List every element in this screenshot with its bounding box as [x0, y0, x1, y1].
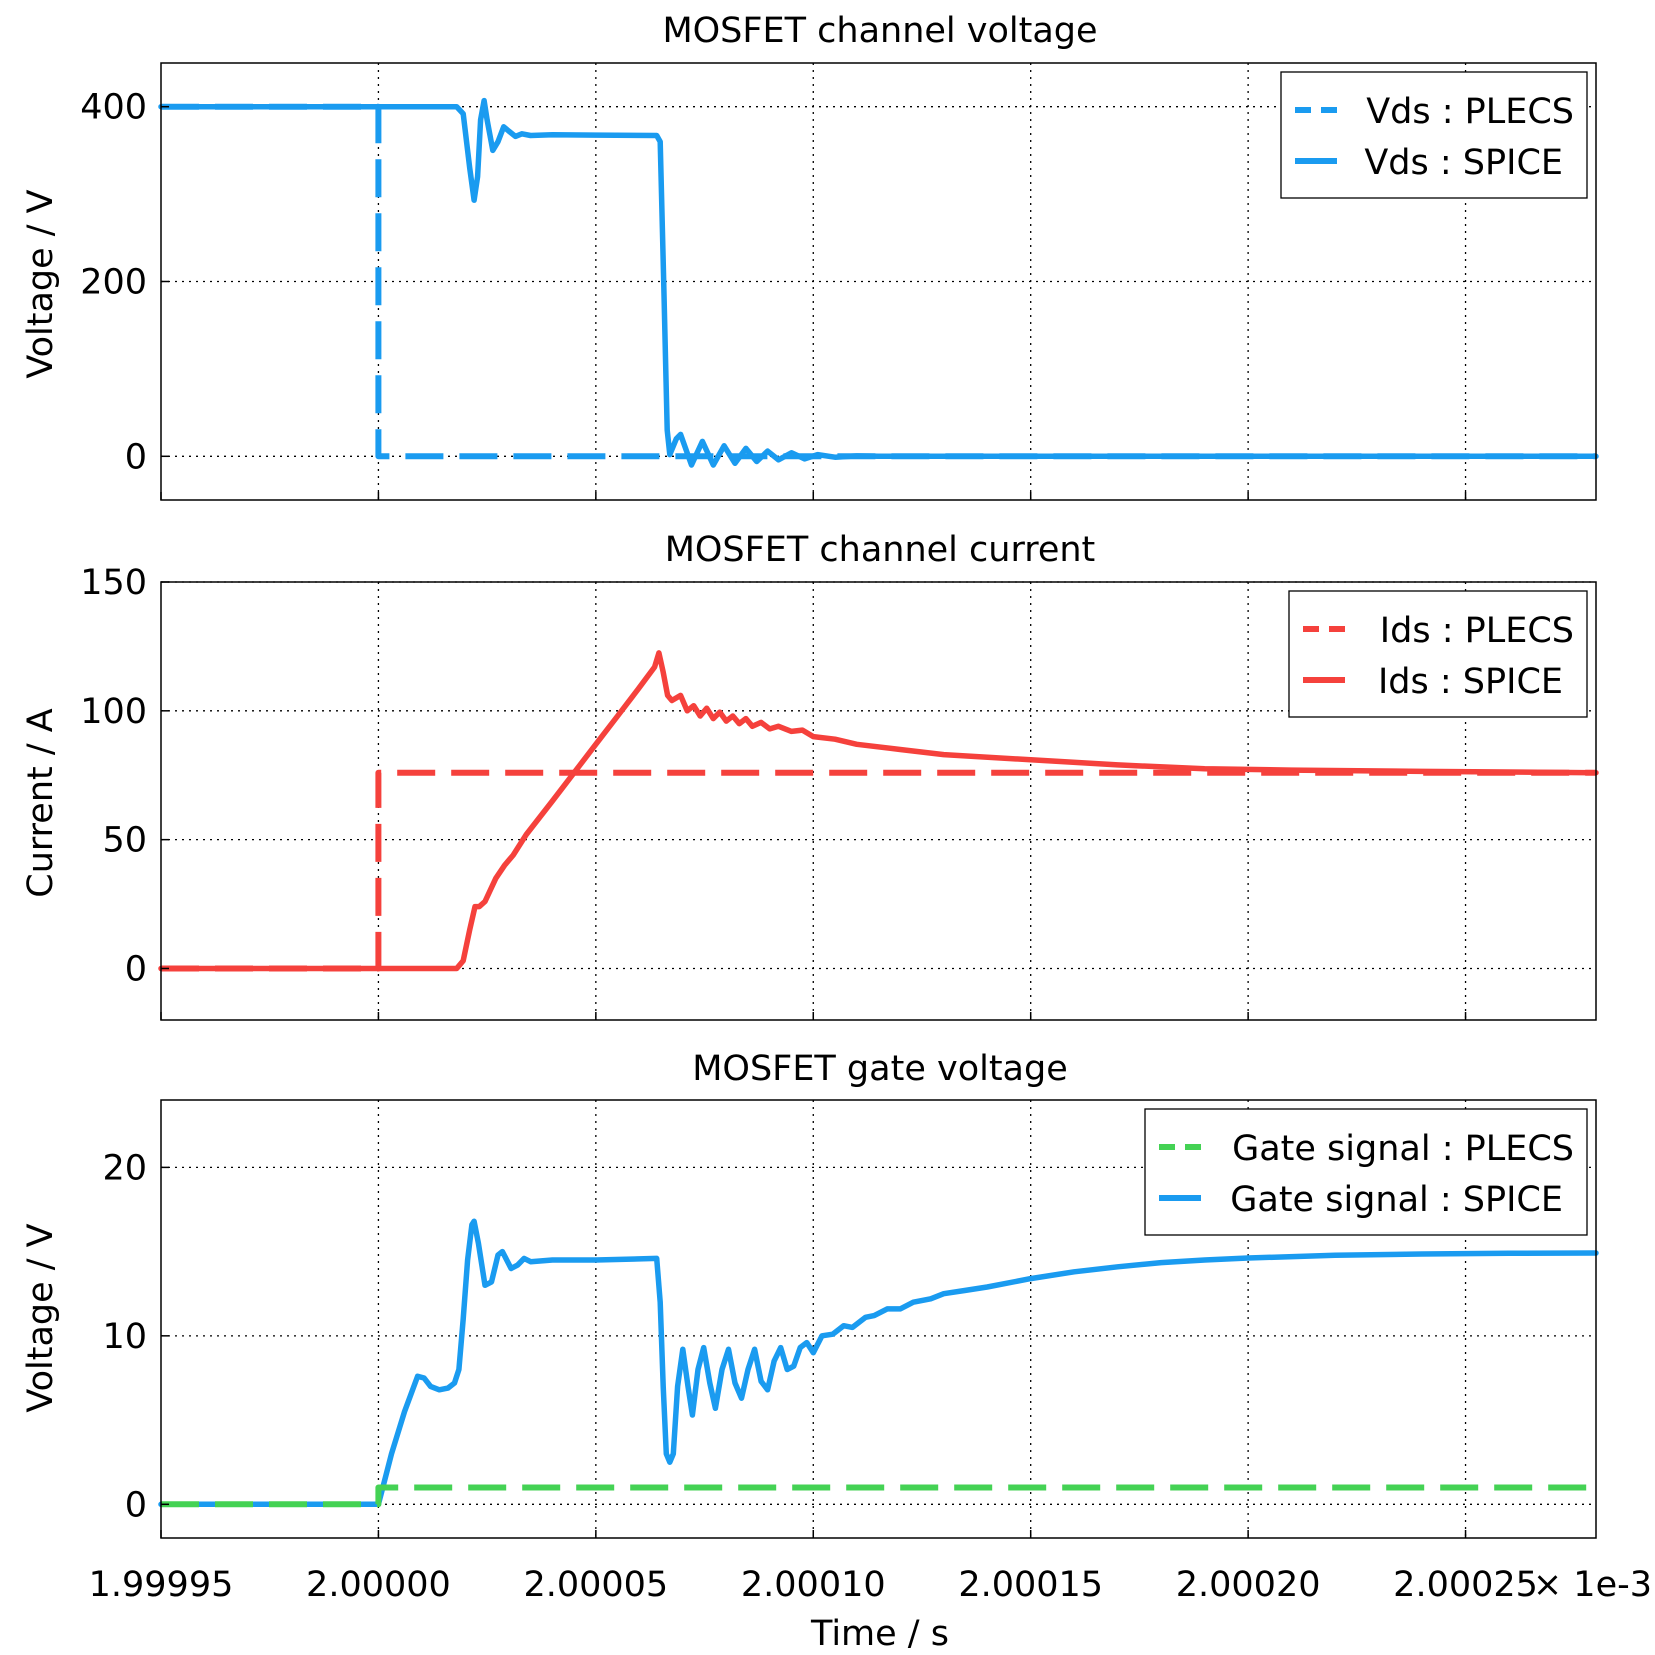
plot-frame	[160, 1099, 1597, 1539]
legend: Vds : PLECS Vds : SPICE	[1280, 71, 1588, 199]
legend-box	[1288, 590, 1588, 718]
gate-chart-panel: MOSFET gate voltage Voltage / V 0 10 20 Ga…	[21, 1049, 1599, 1539]
legend-label: Gate signal : PLECS	[1232, 1129, 1574, 1169]
y-axis-label: Current / A	[21, 708, 61, 897]
y-tick-label: 10	[102, 1317, 147, 1357]
y-tick-label: 0	[125, 949, 147, 989]
legend-label: Gate signal : SPICE	[1230, 1180, 1563, 1220]
legend: Gate signal : PLECS Gate signal : SPICE	[1144, 1108, 1588, 1236]
x-tick-label: 2.00025	[1393, 1565, 1538, 1605]
legend-box	[1280, 71, 1588, 199]
legend: Ids : PLECS Ids : SPICE	[1288, 590, 1588, 718]
x-tick-label: 2.00010	[741, 1565, 886, 1605]
current-chart-panel: MOSFET channel current Current / A 0 50 10…	[21, 530, 1599, 1021]
x-tick-label: 2.00000	[306, 1565, 451, 1605]
tick-labels: 0 10 20	[102, 1148, 1467, 1538]
y-tick-label: 200	[80, 263, 147, 303]
y-axis-label: Voltage / V	[21, 189, 61, 378]
chart-title: MOSFET channel voltage	[662, 11, 1097, 51]
plot-frame	[160, 62, 1597, 501]
series-line-gate-signal-spice	[158, 1218, 1599, 1508]
series-line-gate-signal-plecs	[161, 1484, 1596, 1508]
y-tick-label: 0	[125, 437, 147, 477]
chart-title: MOSFET channel current	[665, 530, 1096, 570]
plot-frame	[160, 581, 1597, 1021]
tick-labels: 0 200 400	[80, 88, 1467, 500]
legend-box	[1144, 1108, 1588, 1236]
grid-lines	[161, 1100, 1596, 1538]
voltage-chart-panel: MOSFET channel voltage Voltage / V 0 200 4…	[21, 11, 1599, 501]
series-line-ids-spice	[158, 650, 1599, 972]
y-tick-label: 100	[80, 692, 147, 732]
legend-label: Ids : SPICE	[1378, 662, 1563, 702]
series-line-vds-spice	[158, 97, 1599, 468]
series-line-vds-plecs	[161, 103, 1596, 460]
series-line-ids-plecs	[161, 769, 1596, 972]
y-tick-label: 0	[125, 1485, 147, 1525]
y-tick-label: 50	[102, 821, 147, 861]
legend-label: Vds : PLECS	[1366, 92, 1574, 132]
chart-title: MOSFET gate voltage	[692, 1049, 1068, 1089]
x-tick-label: 2.00005	[523, 1565, 668, 1605]
x-axis-multiplier: × 1e-3	[1533, 1565, 1652, 1605]
series-lines	[158, 97, 1599, 468]
series-lines	[158, 1218, 1599, 1508]
y-tick-label: 400	[80, 88, 147, 128]
legend-label: Vds : SPICE	[1364, 143, 1563, 183]
x-axis-label: Time / s	[810, 1614, 949, 1654]
legend-label: Ids : PLECS	[1380, 611, 1574, 651]
tick-labels: 0 50 100 150	[80, 563, 1467, 1020]
series-lines	[158, 650, 1599, 972]
x-tick-label: 2.00020	[1176, 1565, 1321, 1605]
x-tick-label: 2.00015	[958, 1565, 1103, 1605]
x-tick-label: 1.99995	[89, 1565, 234, 1605]
y-tick-label: 20	[102, 1148, 147, 1188]
y-tick-label: 150	[80, 563, 147, 603]
y-axis-label: Voltage / V	[21, 1223, 61, 1412]
x-tick-labels: 1.99995 2.00000 2.00005 2.00010 2.00015 2.000…	[89, 1565, 1538, 1605]
